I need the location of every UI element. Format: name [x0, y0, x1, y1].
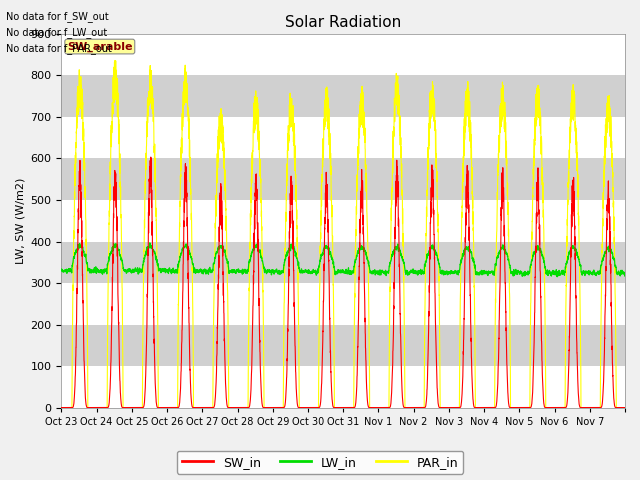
Bar	[61, 117, 625, 158]
Text: No data for f_LW_out: No data for f_LW_out	[6, 27, 108, 38]
Title: Solar Radiation: Solar Radiation	[285, 15, 401, 30]
Text: No data for f_SW_out: No data for f_SW_out	[6, 11, 109, 22]
Legend: SW_in, LW_in, PAR_in: SW_in, LW_in, PAR_in	[177, 451, 463, 474]
Bar	[61, 158, 625, 200]
Text: No data for f_PAR_out: No data for f_PAR_out	[6, 43, 112, 54]
Bar	[61, 34, 625, 75]
Bar	[61, 200, 625, 241]
Text: SW_arable: SW_arable	[67, 41, 132, 52]
Bar	[61, 366, 625, 408]
Bar	[61, 241, 625, 283]
Bar	[61, 75, 625, 117]
Bar	[61, 283, 625, 324]
Bar	[61, 324, 625, 366]
Y-axis label: LW, SW (W/m2): LW, SW (W/m2)	[15, 178, 25, 264]
